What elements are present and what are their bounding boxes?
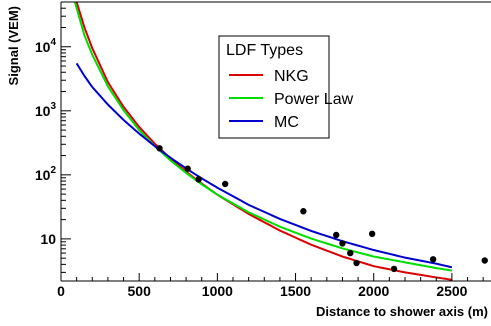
y-tick-label: 102 bbox=[35, 165, 57, 183]
data-point bbox=[347, 249, 354, 257]
legend: LDF Types NKG Power Law MC bbox=[218, 35, 354, 139]
series-line-mc bbox=[75, 62, 453, 269]
data-point bbox=[195, 176, 202, 183]
data-point bbox=[353, 259, 360, 267]
series-line-power-law bbox=[73, 2, 453, 272]
plot-area bbox=[73, 2, 488, 281]
data-point bbox=[221, 180, 229, 188]
y-tick-label: 103 bbox=[35, 101, 57, 119]
data-point bbox=[481, 257, 488, 264]
legend-label: MC bbox=[274, 114, 299, 131]
x-tick-label: 2500 bbox=[436, 283, 467, 299]
x-axis-title: Distance to shower axis (m) bbox=[316, 304, 488, 319]
y-tick-label: 10 bbox=[40, 231, 56, 247]
legend-label: NKG bbox=[274, 68, 309, 85]
x-tick-label: 2000 bbox=[358, 283, 389, 299]
y-tick-label: 104 bbox=[35, 37, 57, 55]
data-point bbox=[333, 231, 340, 239]
data-point bbox=[156, 145, 163, 152]
data-point bbox=[184, 165, 191, 172]
data-point bbox=[368, 230, 376, 238]
x-tick-label: 0 bbox=[57, 283, 65, 299]
x-tick-label: 1500 bbox=[280, 283, 311, 299]
data-point bbox=[390, 265, 398, 273]
data-point bbox=[300, 208, 307, 215]
data-point bbox=[429, 256, 437, 263]
data-point bbox=[339, 240, 346, 247]
y-axis-title: Signal (VEM) bbox=[6, 6, 21, 85]
x-tick-label: 500 bbox=[128, 283, 152, 299]
legend-label: Power Law bbox=[274, 91, 354, 108]
legend-title: LDF Types bbox=[226, 42, 303, 59]
x-tick-label: 1000 bbox=[202, 283, 233, 299]
axes: 0 500 1000 1500 2000 2500 10 102 103 104 Distance … bbox=[6, 1, 491, 319]
